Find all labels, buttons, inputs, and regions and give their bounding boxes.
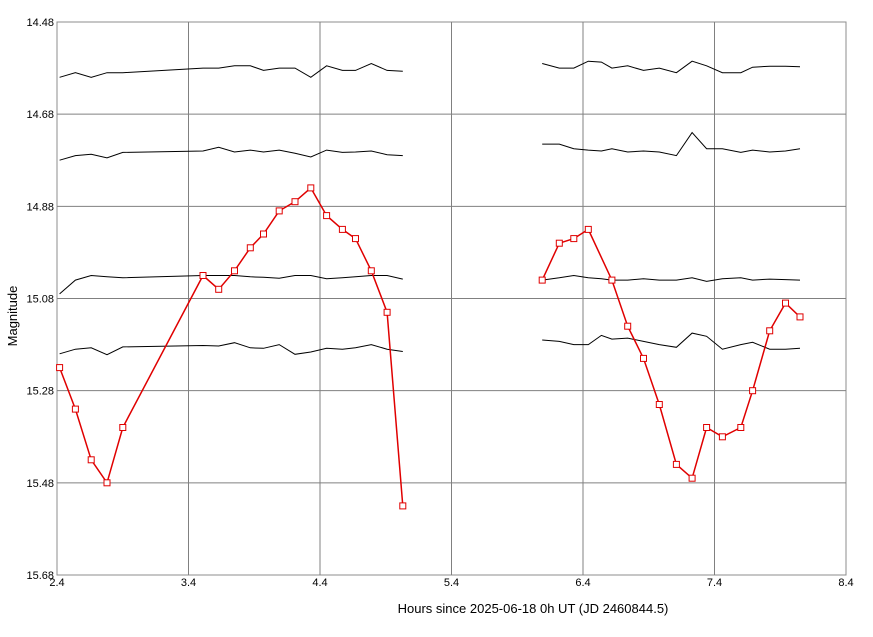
target-point [215,285,223,293]
target-point [323,212,331,220]
target-point [260,230,267,238]
target-point [703,424,711,431]
y-tick-label: 15.08 [26,294,54,306]
target-point [103,479,111,487]
target-point [367,267,375,275]
y-tick-labels: 14.48 14.68 14.88 15.08 15.28 15.48 15.68 [26,17,54,582]
target-point [71,405,79,413]
target-point [352,235,359,243]
target-point [538,276,546,284]
target-point [796,313,804,321]
target-point [275,207,283,215]
y-tick-label: 14.68 [26,109,54,121]
target-point [655,401,663,408]
comparison-star-line [59,342,403,356]
x-axis-title: Hours since 2025-06-18 0h UT (JD 2460844… [398,601,669,616]
comparison-star-line [542,274,801,282]
target-point [737,424,745,431]
comparison-star-line [59,62,403,78]
comparison-star-line [542,332,801,350]
x-tick-label: 8.4 [838,577,853,589]
comparison-star-line [59,146,403,161]
grid-lines [57,22,846,575]
comparison-star-line [542,131,801,157]
x-tick-label: 5.4 [444,577,459,589]
target-point [307,184,315,192]
target-point [246,244,254,252]
target-point [640,354,647,362]
x-tick-label: 6.4 [575,577,590,589]
target-point [199,272,207,279]
y-tick-label: 15.48 [26,478,54,490]
y-axis-title: Magnitude [5,286,20,347]
target-point [782,299,789,307]
target-point [624,322,632,330]
target-curve [56,184,804,510]
target-point [688,474,696,482]
y-tick-label: 14.48 [26,17,54,29]
y-tick-label: 15.28 [26,386,54,398]
target-point [608,276,616,284]
target-point [766,327,774,335]
x-tick-label: 7.4 [707,577,722,589]
x-tick-label: 2.4 [49,577,64,589]
target-point [291,198,299,206]
target-point [749,387,757,395]
target-point [119,424,127,431]
target-point [570,235,578,243]
comparison-curves [59,60,801,356]
target-point [338,225,346,233]
target-point [672,460,680,468]
y-tick-label: 14.88 [26,201,54,213]
comparison-star-line [542,60,801,74]
target-point [87,456,95,464]
comparison-star-line [59,274,403,295]
x-tick-label: 4.4 [312,577,327,589]
target-point [56,364,64,372]
target-point [584,225,592,233]
x-tick-label: 3.4 [181,577,196,589]
target-point [231,267,238,275]
y-tick-label: 15.68 [26,570,54,582]
target-point [555,239,563,247]
target-point [399,502,407,510]
x-tick-labels: 2.4 3.4 4.4 5.4 6.4 7.4 8.4 [49,577,853,589]
target-point [718,433,726,441]
target-point [383,308,391,316]
